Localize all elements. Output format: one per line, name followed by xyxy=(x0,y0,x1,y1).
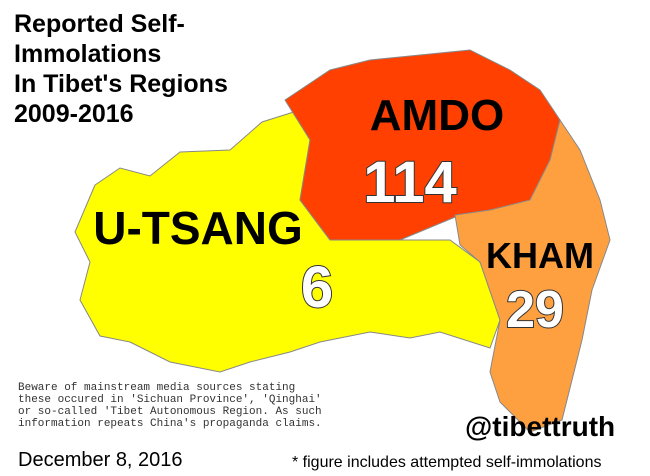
date: December 8, 2016 xyxy=(18,449,183,471)
footnote: * figure includes attempted self-immolat… xyxy=(292,454,601,471)
note-line: these occured in 'Sichuan Province', 'Qi… xyxy=(18,394,322,406)
note-line: Beware of mainstream media sources stati… xyxy=(18,382,295,394)
title-line: Reported Self- xyxy=(14,10,185,38)
handle: @tibettruth xyxy=(465,411,615,442)
u-tsang-region xyxy=(74,109,501,373)
region-name: U-TSANG xyxy=(93,202,303,254)
kham-region xyxy=(454,118,611,433)
region-count: 114 xyxy=(363,150,457,215)
note-line: information repeats China's propaganda c… xyxy=(18,418,322,430)
title-line: In Tibet's Regions xyxy=(14,70,228,98)
region-count: 6 xyxy=(301,255,333,320)
region-count: 29 xyxy=(506,281,564,339)
title-line: Immolations xyxy=(14,40,161,68)
title-line: 2009-2016 xyxy=(14,100,134,128)
region-name: KHAM xyxy=(486,235,594,276)
region-name: AMDO xyxy=(370,91,504,140)
note-line: or so-called 'Tibet Autonomous Region. A… xyxy=(18,406,322,418)
